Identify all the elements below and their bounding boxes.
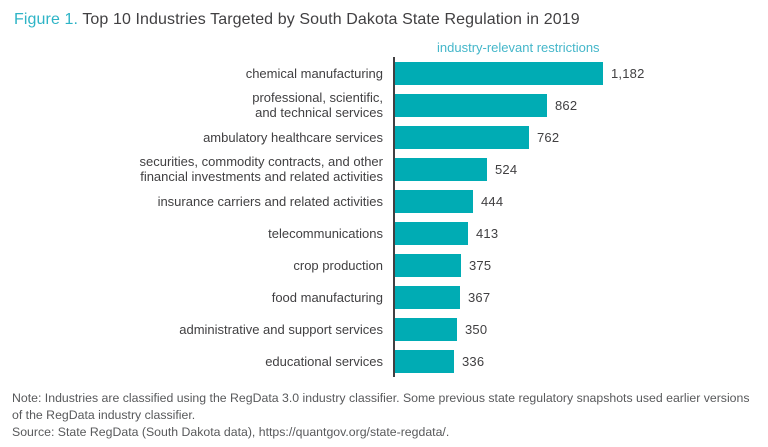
value-label: 1,182 — [611, 65, 645, 81]
bar — [395, 125, 529, 149]
series-label: industry-relevant restrictions — [437, 40, 600, 55]
plot-cell: 444 — [393, 185, 768, 217]
category-label: telecommunications — [268, 225, 383, 241]
bar — [395, 253, 461, 277]
plot-cell: 413 — [393, 217, 768, 249]
value-label: 444 — [481, 193, 504, 209]
value-label: 762 — [537, 129, 560, 145]
category-label: crop production — [293, 257, 383, 273]
bar-row: educational services 336 — [0, 345, 768, 377]
figure-number-label: Figure 1. — [14, 11, 79, 28]
bar — [395, 93, 547, 117]
category-label: food manufacturing — [271, 289, 383, 305]
category-label: administrative and support services — [179, 321, 383, 337]
bar-row: ambulatory healthcare services 762 — [0, 121, 768, 153]
chart-notes: Note: Industries are classified using th… — [12, 390, 762, 441]
plot-cell: 336 — [393, 345, 768, 377]
figure-title-text: Top 10 Industries Targeted by South Dako… — [82, 11, 580, 28]
bar-row: insurance carriers and related activitie… — [0, 185, 768, 217]
bar — [395, 189, 473, 213]
bar-row: administrative and support services 350 — [0, 313, 768, 345]
value-label: 336 — [462, 353, 485, 369]
value-label: 367 — [468, 289, 491, 305]
bar-row: chemical manufacturing 1,182 — [0, 57, 768, 89]
category-label: professional, scientific, and technical … — [252, 90, 383, 120]
plot-cell: 350 — [393, 313, 768, 345]
bar-row: food manufacturing 367 — [0, 281, 768, 313]
category-label: ambulatory healthcare services — [203, 129, 383, 145]
bar-row: telecommunications 413 — [0, 217, 768, 249]
plot-cell: 367 — [393, 281, 768, 313]
value-label: 350 — [465, 321, 488, 337]
category-label: securities, commodity contracts, and oth… — [139, 154, 384, 184]
bar — [395, 349, 454, 373]
category-label: insurance carriers and related activitie… — [157, 193, 383, 209]
value-label: 375 — [469, 257, 492, 273]
bar — [395, 61, 603, 85]
bar-chart: chemical manufacturing 1,182 professional,… — [0, 57, 768, 377]
value-label: 413 — [476, 225, 499, 241]
bar — [395, 317, 457, 341]
source-text: Source: State RegData (South Dakota data… — [12, 425, 450, 439]
bar — [395, 221, 468, 245]
plot-cell: 862 — [393, 89, 768, 121]
note-text: Note: Industries are classified using th… — [12, 391, 750, 422]
value-label: 862 — [555, 97, 578, 113]
bar-row: securities, commodity contracts, and oth… — [0, 153, 768, 185]
bar — [395, 285, 460, 309]
figure-title: Figure 1. Top 10 Industries Targeted by … — [14, 10, 580, 30]
plot-cell: 375 — [393, 249, 768, 281]
category-label: chemical manufacturing — [245, 65, 383, 81]
plot-cell: 762 — [393, 121, 768, 153]
category-label: educational services — [265, 353, 383, 369]
value-label: 524 — [495, 161, 518, 177]
plot-cell: 1,182 — [393, 57, 768, 89]
plot-cell: 524 — [393, 153, 768, 185]
bar-row: crop production 375 — [0, 249, 768, 281]
bar-row: professional, scientific, and technical … — [0, 89, 768, 121]
bar — [395, 157, 487, 181]
